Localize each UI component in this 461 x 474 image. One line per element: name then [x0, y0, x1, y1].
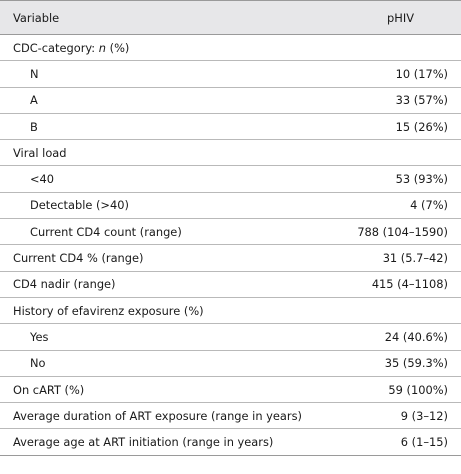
row-label: <40: [30, 172, 55, 187]
row-value: 788 (104–1590): [357, 224, 448, 239]
row-label: History of efavirenz exposure (%): [13, 303, 204, 318]
table-row: <40 53 (93%): [0, 166, 461, 193]
row-value: 53 (93%): [395, 172, 448, 187]
table-row: Detectable (>40) 4 (7%): [0, 193, 461, 220]
label-text: CDC-category:: [13, 40, 99, 55]
row-label: Viral load: [13, 145, 67, 160]
row-value: 4 (7%): [410, 198, 448, 213]
row-value: 35 (59.3%): [384, 356, 448, 371]
row-value: 6 (1–15): [400, 435, 448, 450]
row-label: CDC-category: n (%): [0, 41, 448, 55]
label-text: (%): [106, 40, 130, 55]
table-row: Average duration of ART exposure (range …: [0, 403, 461, 430]
row-label: CD4 nadir (range): [13, 277, 116, 292]
row-label: Yes: [30, 329, 49, 344]
row-label: Average age at ART initiation (range in …: [13, 435, 274, 450]
row-label: Average duration of ART exposure (range …: [13, 408, 302, 423]
row-label: Current CD4 count (range): [30, 224, 182, 239]
table-row: Current CD4 count (range) 788 (104–1590): [0, 219, 461, 246]
table-row-viral-load: Viral load: [0, 140, 461, 167]
table-row: CD4 nadir (range) 415 (4–1108): [0, 272, 461, 298]
row-value: 31 (5.7–42): [382, 251, 448, 266]
header-variable: Variable: [13, 10, 60, 25]
table-row-efavirenz: History of efavirenz exposure (%): [0, 298, 461, 325]
table-header-row: Variable pHIV: [0, 1, 461, 35]
row-value: 59 (100%): [388, 382, 448, 397]
row-value: 10 (17%): [395, 66, 448, 81]
row-value: 415 (4–1108): [371, 277, 448, 292]
table-row: On cART (%) 59 (100%): [0, 377, 461, 404]
row-label: On cART (%): [13, 382, 85, 397]
data-table: Variable pHIV CDC-category: n (%) N 10 (…: [0, 0, 461, 456]
table-row: Current CD4 % (range) 31 (5.7–42): [0, 245, 461, 272]
table-row: No 35 (59.3%): [0, 351, 461, 377]
table-row: A 33 (57%): [0, 88, 461, 114]
row-label: No: [30, 356, 46, 371]
row-value: 33 (57%): [395, 93, 448, 108]
row-label: Detectable (>40): [30, 198, 129, 213]
row-label: N: [30, 66, 39, 81]
row-label: A: [30, 93, 38, 108]
row-value: 9 (3–12): [400, 408, 448, 423]
row-value: 24 (40.6%): [384, 329, 448, 344]
header-phiv: pHIV: [387, 10, 414, 25]
row-label: Current CD4 % (range): [13, 251, 144, 266]
row-label: B: [30, 119, 38, 134]
table-row: B 15 (26%): [0, 114, 461, 141]
label-italic-n: n: [98, 40, 106, 55]
table-row: Average age at ART initiation (range in …: [0, 429, 461, 456]
row-value: 15 (26%): [395, 119, 448, 134]
table-row: Yes 24 (40.6%): [0, 324, 461, 351]
table-row: N 10 (17%): [0, 61, 461, 88]
table-row-cdc-category: CDC-category: n (%): [0, 35, 461, 62]
